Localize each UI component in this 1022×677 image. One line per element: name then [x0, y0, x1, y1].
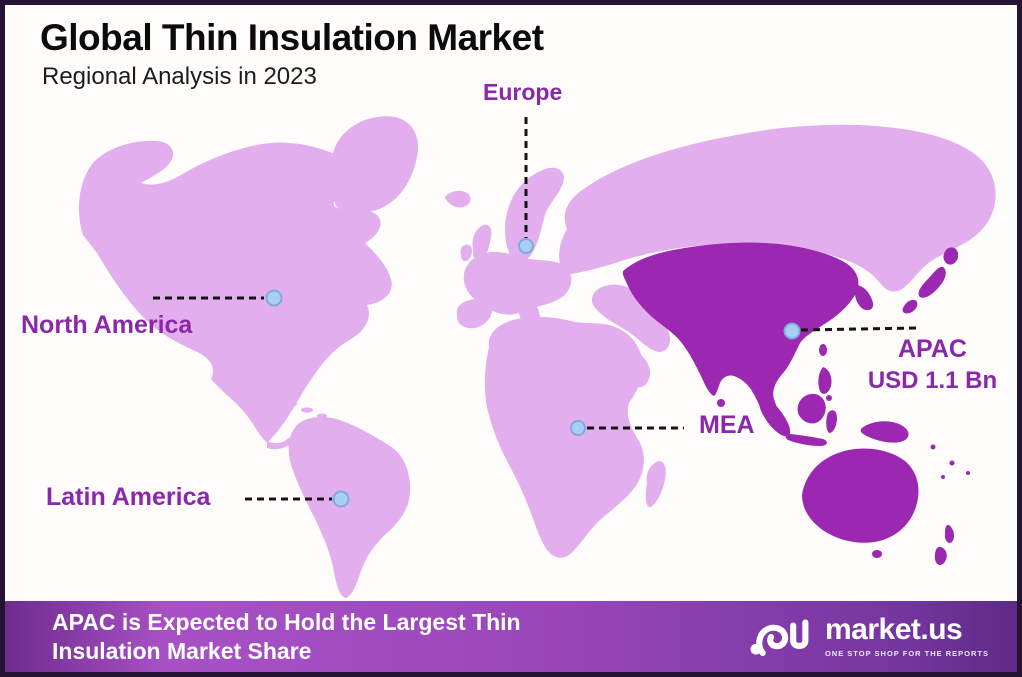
region-java [785, 434, 827, 446]
marker-europe [518, 238, 534, 254]
region-new-zealand-south [934, 546, 947, 566]
region-japan-hokkaido [943, 247, 959, 265]
region-philippines [818, 367, 832, 394]
banner-text: APAC is Expected to Hold the Largest Thi… [52, 608, 521, 666]
landmass-iceland [445, 190, 471, 208]
landmass-arabia [603, 334, 651, 388]
page-title: Global Thin Insulation Market [40, 17, 544, 58]
label-apac: APAC [898, 335, 967, 363]
region-philippines-south [826, 395, 832, 401]
region-sulawesi [826, 410, 837, 433]
region-pacific-island [949, 460, 955, 466]
landmass-scandinavia [505, 167, 564, 263]
region-sumatra [759, 399, 791, 437]
marker-mea [570, 420, 586, 436]
region-pacific-island [941, 475, 945, 479]
world-map [78, 116, 996, 598]
region-pacific-island [930, 444, 936, 450]
banner-text-line2: Insulation Market Share [52, 637, 312, 664]
landmass-caribbean [285, 401, 297, 407]
landmass-greenland [329, 116, 419, 213]
page-subtitle: Regional Analysis in 2023 [42, 63, 317, 90]
landmass-middle-east [591, 284, 671, 352]
region-new-guinea [860, 421, 909, 443]
region-japan-honshu [918, 266, 946, 298]
landmass-africa [484, 316, 644, 558]
brand-block: market.us ONE STOP SHOP FOR THE REPORTS [749, 612, 989, 662]
banner-text-line1: APAC is Expected to Hold the Largest Thi… [52, 608, 521, 635]
marker-latin-america [332, 490, 350, 508]
landmass-sakhalin [890, 220, 903, 260]
landmass-light-group [78, 116, 996, 598]
label-apac-value: USD 1.1 Bn [867, 367, 998, 394]
landmass-apac-group [622, 242, 970, 566]
label-apac-block: APAC USD 1.1 Bn [860, 335, 1005, 395]
region-japan-kyushu [902, 299, 918, 314]
connectors-group [153, 117, 917, 508]
brand-tagline: ONE STOP SHOP FOR THE REPORTS [824, 649, 989, 658]
landmass-caribbean [301, 407, 313, 413]
label-latin-america: Latin America [46, 483, 211, 511]
region-australia [802, 448, 919, 543]
landmass-ireland [460, 244, 472, 262]
landmass-north-america [78, 140, 392, 443]
brand-texts: market.us ONE STOP SHOP FOR THE REPORTS [824, 613, 989, 659]
landmass-russia [559, 124, 996, 292]
landmass-south-america [288, 417, 411, 598]
region-new-zealand-north [944, 524, 955, 543]
landmass-iberia [456, 299, 493, 329]
region-tasmania [872, 550, 882, 558]
bottom-banner: APAC is Expected to Hold the Largest Thi… [5, 601, 1017, 672]
region-sri-lanka [717, 399, 725, 407]
region-apac-mainland [622, 242, 859, 428]
brand-name: market.us [824, 613, 963, 646]
region-korea [854, 285, 874, 311]
label-mea: MEA [699, 411, 755, 439]
landmass-europe [463, 251, 572, 331]
region-pacific-island [966, 471, 970, 475]
label-europe: Europe [483, 79, 563, 105]
landmass-uk [472, 224, 492, 264]
label-north-america: North America [21, 311, 193, 339]
marker-north-america [265, 289, 283, 307]
region-borneo [797, 393, 826, 424]
market-us-logo-icon [750, 618, 809, 656]
marker-apac [783, 322, 801, 340]
landmass-madagascar [645, 461, 666, 508]
connector-apac-line [800, 326, 917, 332]
region-taiwan [819, 344, 827, 356]
